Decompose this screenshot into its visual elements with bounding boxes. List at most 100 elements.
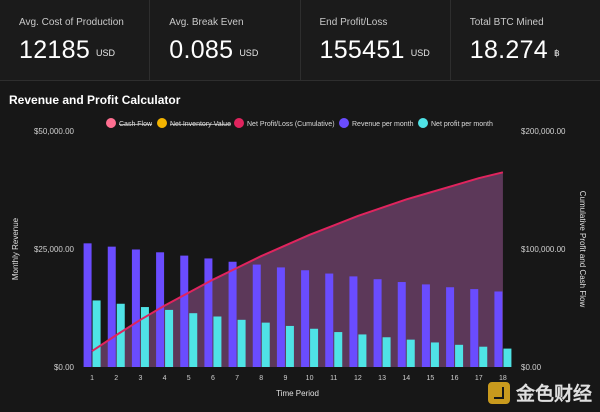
net-profit-bar bbox=[189, 313, 198, 367]
y-left-tick-label: $0.00 bbox=[54, 363, 75, 372]
cumulative-area bbox=[92, 172, 503, 367]
y-right-tick-label: $0.00 bbox=[521, 363, 542, 372]
x-tick-label: 16 bbox=[451, 375, 459, 382]
stat-label: Avg. Cost of Production bbox=[19, 17, 124, 28]
net-profit-bar bbox=[358, 334, 367, 367]
x-tick-label: 12 bbox=[354, 375, 362, 382]
stat-number: 12185 bbox=[19, 36, 91, 64]
net-profit-bar bbox=[310, 328, 319, 367]
revenue-bar bbox=[156, 252, 165, 367]
stat-unit: USD bbox=[96, 48, 116, 58]
x-tick-label: 13 bbox=[378, 375, 386, 382]
x-tick-label: 1 bbox=[90, 375, 94, 382]
watermark-logo-icon bbox=[487, 381, 510, 404]
stat-unit: ฿ bbox=[554, 48, 560, 58]
revenue-bar bbox=[421, 284, 430, 367]
revenue-bar bbox=[470, 289, 479, 367]
stat-end-profit: End Profit/Loss 155451 USD bbox=[301, 0, 451, 80]
revenue-bar bbox=[180, 255, 189, 367]
legend-marker bbox=[234, 118, 244, 128]
legend-label: Net Profit/Loss (Cumulative) bbox=[247, 121, 335, 128]
stat-number: 155451 bbox=[319, 36, 405, 64]
revenue-bar bbox=[349, 276, 358, 367]
stat-avg-cost: Avg. Cost of Production 12185 USD bbox=[0, 0, 151, 80]
x-tick-label: 10 bbox=[306, 375, 314, 382]
y-left-tick-label: $50,000.00 bbox=[34, 127, 75, 136]
x-tick-label: 5 bbox=[187, 375, 191, 382]
x-tick-label: 3 bbox=[138, 375, 142, 382]
revenue-bar bbox=[446, 287, 455, 367]
x-tick-label: 17 bbox=[475, 375, 483, 382]
revenue-bar bbox=[204, 258, 213, 367]
net-profit-bar bbox=[406, 339, 415, 367]
revenue-bar bbox=[107, 246, 116, 367]
net-profit-bar bbox=[503, 348, 512, 367]
stat-break-even: Avg. Break Even 0.085 USD bbox=[150, 0, 301, 80]
revenue-profit-chart: Cash Flow Net Inventory Value Net Profit/L… bbox=[11, 118, 587, 398]
watermark-text: 金色财经 bbox=[515, 383, 592, 405]
x-tick-label: 2 bbox=[114, 375, 118, 382]
revenue-bar bbox=[325, 273, 334, 367]
watermark: 金色财经 bbox=[487, 379, 592, 406]
x-tick-label: 9 bbox=[283, 375, 287, 382]
legend-label: Revenue per month bbox=[352, 121, 414, 128]
legend-marker bbox=[418, 118, 428, 128]
x-tick-label: 6 bbox=[211, 375, 215, 382]
net-profit-bar bbox=[479, 346, 488, 367]
cumulative-line bbox=[91, 171, 504, 352]
net-profit-bar bbox=[213, 316, 222, 367]
y-right-tick-label: $100,000.00 bbox=[521, 245, 566, 254]
net-profit-bar bbox=[261, 322, 270, 367]
stat-value: 0.085 USD bbox=[169, 36, 258, 65]
x-tick-label: 18 bbox=[499, 375, 507, 382]
stat-label: Avg. Break Even bbox=[169, 17, 244, 28]
legend-marker bbox=[339, 118, 349, 128]
y-right-tick-label: $200,000.00 bbox=[521, 127, 566, 136]
stat-value: 155451 USD bbox=[320, 36, 430, 65]
net-profit-bar bbox=[140, 307, 149, 367]
legend-label: Net profit per month bbox=[431, 121, 493, 128]
stat-unit: USD bbox=[239, 48, 259, 58]
stat-total-btc: Total BTC Mined 18.274 ฿ bbox=[451, 0, 600, 80]
net-profit-bar bbox=[237, 319, 246, 367]
stat-value: 18.274 ฿ bbox=[470, 36, 560, 65]
stats-bar: Avg. Cost of Production 12185 USD Avg. Br… bbox=[0, 0, 600, 81]
revenue-bar bbox=[228, 261, 237, 367]
legend-label: Net Inventory Value bbox=[170, 121, 231, 128]
stat-unit: USD bbox=[410, 48, 430, 58]
x-tick-label: 7 bbox=[235, 375, 239, 382]
revenue-bar bbox=[373, 279, 382, 367]
x-tick-label: 15 bbox=[427, 375, 435, 382]
stat-label: End Profit/Loss bbox=[319, 17, 388, 28]
net-profit-bar bbox=[285, 325, 294, 367]
revenue-bar bbox=[83, 243, 92, 367]
net-profit-bar bbox=[455, 344, 464, 367]
net-profit-bar bbox=[430, 342, 439, 367]
chart-title: Revenue and Profit Calculator bbox=[9, 93, 181, 107]
net-profit-bar bbox=[92, 300, 101, 367]
legend-label: Cash Flow bbox=[119, 121, 153, 128]
stat-value: 12185 USD bbox=[19, 36, 115, 65]
net-profit-bar bbox=[165, 309, 174, 367]
revenue-bar bbox=[301, 270, 310, 367]
revenue-bar bbox=[131, 249, 140, 367]
x-tick-label: 8 bbox=[259, 375, 263, 382]
x-tick-label: 11 bbox=[330, 375, 337, 382]
stat-number: 18.274 bbox=[469, 36, 549, 64]
y-right-axis-label: Cumulative Profit and Cash Flow bbox=[578, 191, 587, 308]
x-tick-label: 4 bbox=[163, 375, 167, 382]
net-profit-bar bbox=[334, 332, 343, 367]
stat-label: Total BTC Mined bbox=[469, 17, 544, 28]
y-left-axis-label: Monthly Revenue bbox=[11, 217, 20, 280]
revenue-bar bbox=[494, 291, 503, 367]
legend-marker bbox=[106, 118, 116, 128]
net-profit-bar bbox=[116, 303, 125, 367]
revenue-bar bbox=[276, 267, 285, 367]
net-profit-bar bbox=[382, 337, 391, 367]
y-left-tick-label: $25,000.00 bbox=[34, 245, 75, 254]
x-tick-label: 14 bbox=[402, 375, 410, 382]
legend-marker bbox=[157, 118, 167, 128]
x-axis-label: Time Period bbox=[276, 389, 319, 398]
revenue-bar bbox=[252, 264, 261, 367]
revenue-bar bbox=[397, 282, 406, 367]
